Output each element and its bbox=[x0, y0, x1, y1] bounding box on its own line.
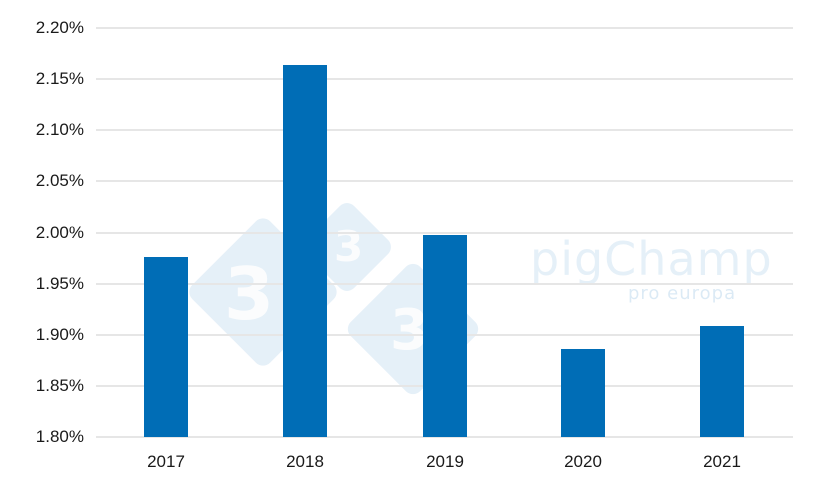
bar-2021 bbox=[700, 325, 744, 437]
y-tick-label: 2.05% bbox=[35, 171, 84, 191]
x-tick-label: 2017 bbox=[147, 452, 185, 471]
bar-2018 bbox=[283, 64, 327, 437]
gridline bbox=[96, 180, 793, 183]
x-tick-label: 2018 bbox=[286, 452, 324, 471]
gridline bbox=[96, 436, 793, 438]
y-tick-label: 1.90% bbox=[35, 324, 84, 344]
gridline bbox=[96, 129, 793, 132]
gridline bbox=[96, 78, 793, 81]
y-tick-label: 2.20% bbox=[35, 18, 84, 37]
gridline bbox=[96, 27, 793, 29]
x-tick-label: 2019 bbox=[426, 452, 464, 471]
gridline bbox=[96, 231, 793, 234]
bar-2017 bbox=[144, 257, 188, 437]
bar-2019 bbox=[423, 234, 467, 437]
y-tick-label: 1.85% bbox=[35, 375, 84, 395]
bar-2020 bbox=[561, 349, 605, 437]
watermark-digit: 3 bbox=[224, 252, 275, 336]
y-tick-label: 2.00% bbox=[35, 222, 84, 242]
x-tick-label: 2020 bbox=[564, 452, 602, 471]
y-tick-label: 1.95% bbox=[35, 273, 84, 293]
pigchamp-logo: pigChamp bbox=[530, 232, 773, 286]
y-tick-label: 1.80% bbox=[35, 427, 84, 446]
x-tick-label: 2021 bbox=[703, 452, 741, 471]
y-tick-label: 2.10% bbox=[35, 120, 84, 140]
pigchamp-subtitle: pro europa bbox=[628, 283, 737, 304]
watermark-digit: 3 bbox=[334, 222, 364, 271]
y-tick-label: 2.15% bbox=[35, 69, 84, 89]
